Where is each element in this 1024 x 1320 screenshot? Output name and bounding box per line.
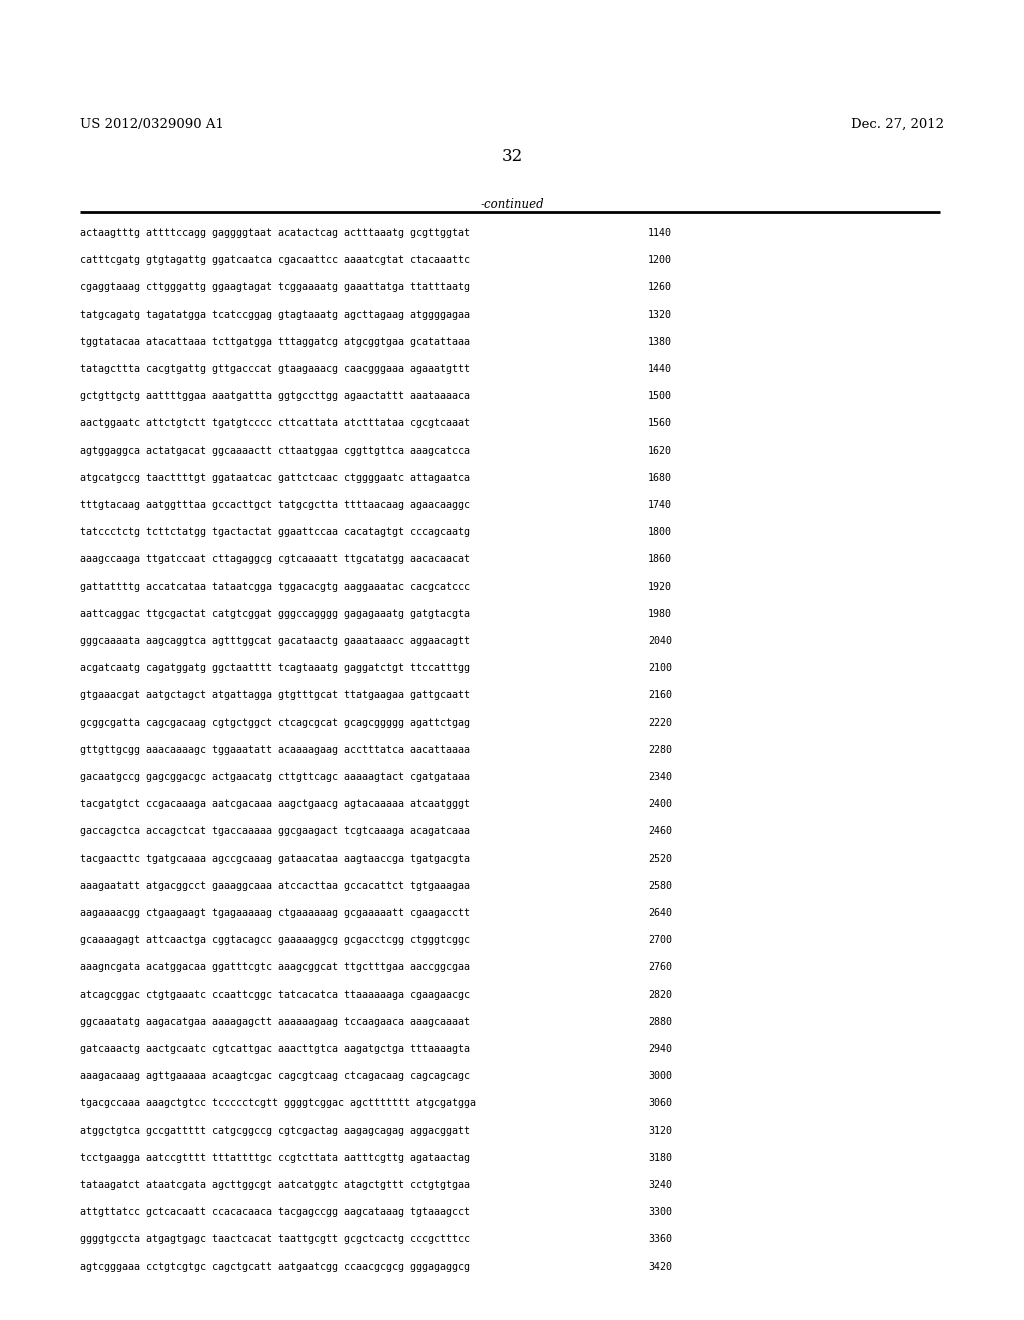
- Text: 2640: 2640: [648, 908, 672, 917]
- Text: 1680: 1680: [648, 473, 672, 483]
- Text: tataagatct ataatcgata agcttggcgt aatcatggtc atagctgttt cctgtgtgaa: tataagatct ataatcgata agcttggcgt aatcatg…: [80, 1180, 470, 1191]
- Text: gggcaaaata aagcaggtca agtttggcat gacataactg gaaataaacc aggaacagtt: gggcaaaata aagcaggtca agtttggcat gacataa…: [80, 636, 470, 645]
- Text: 1260: 1260: [648, 282, 672, 293]
- Text: 3360: 3360: [648, 1234, 672, 1245]
- Text: gtgaaacgat aatgctagct atgattagga gtgtttgcat ttatgaagaa gattgcaatt: gtgaaacgat aatgctagct atgattagga gtgtttg…: [80, 690, 470, 701]
- Text: tttgtacaag aatggtttaa gccacttgct tatgcgctta ttttaacaag agaacaaggc: tttgtacaag aatggtttaa gccacttgct tatgcgc…: [80, 500, 470, 510]
- Text: atgcatgccg taacttttgt ggataatcac gattctcaac ctggggaatc attagaatca: atgcatgccg taacttttgt ggataatcac gattctc…: [80, 473, 470, 483]
- Text: catttcgatg gtgtagattg ggatcaatca cgacaattcc aaaatcgtat ctacaaattc: catttcgatg gtgtagattg ggatcaatca cgacaat…: [80, 255, 470, 265]
- Text: 32: 32: [502, 148, 522, 165]
- Text: 1620: 1620: [648, 446, 672, 455]
- Text: Dec. 27, 2012: Dec. 27, 2012: [851, 117, 944, 131]
- Text: 3120: 3120: [648, 1126, 672, 1135]
- Text: gttgttgcgg aaacaaaagc tggaaatatt acaaaagaag acctttatca aacattaaaa: gttgttgcgg aaacaaaagc tggaaatatt acaaaag…: [80, 744, 470, 755]
- Text: 2340: 2340: [648, 772, 672, 781]
- Text: agtcgggaaa cctgtcgtgc cagctgcatt aatgaatcgg ccaacgcgcg gggagaggcg: agtcgggaaa cctgtcgtgc cagctgcatt aatgaat…: [80, 1262, 470, 1271]
- Text: 3240: 3240: [648, 1180, 672, 1191]
- Text: atcagcggac ctgtgaaatc ccaattcggc tatcacatca ttaaaaaaga cgaagaacgc: atcagcggac ctgtgaaatc ccaattcggc tatcaca…: [80, 990, 470, 999]
- Text: gctgttgctg aattttggaa aaatgattta ggtgccttgg agaactattt aaataaaaca: gctgttgctg aattttggaa aaatgattta ggtgcct…: [80, 391, 470, 401]
- Text: 1440: 1440: [648, 364, 672, 374]
- Text: tatgcagatg tagatatgga tcatccggag gtagtaaatg agcttagaag atggggagaa: tatgcagatg tagatatgga tcatccggag gtagtaa…: [80, 310, 470, 319]
- Text: tatccctctg tcttctatgg tgactactat ggaattccaa cacatagtgt cccagcaatg: tatccctctg tcttctatgg tgactactat ggaattc…: [80, 527, 470, 537]
- Text: 1380: 1380: [648, 337, 672, 347]
- Text: aagaaaacgg ctgaagaagt tgagaaaaag ctgaaaaaag gcgaaaaatt cgaagacctt: aagaaaacgg ctgaagaagt tgagaaaaag ctgaaaa…: [80, 908, 470, 917]
- Text: 2400: 2400: [648, 799, 672, 809]
- Text: ggggtgccta atgagtgagc taactcacat taattgcgtt gcgctcactg cccgctttcc: ggggtgccta atgagtgagc taactcacat taattgc…: [80, 1234, 470, 1245]
- Text: gatcaaactg aactgcaatc cgtcattgac aaacttgtca aagatgctga tttaaaagta: gatcaaactg aactgcaatc cgtcattgac aaacttg…: [80, 1044, 470, 1053]
- Text: 1500: 1500: [648, 391, 672, 401]
- Text: 1140: 1140: [648, 228, 672, 238]
- Text: tacgatgtct ccgacaaaga aatcgacaaa aagctgaacg agtacaaaaa atcaatgggt: tacgatgtct ccgacaaaga aatcgacaaa aagctga…: [80, 799, 470, 809]
- Text: cgaggtaaag cttgggattg ggaagtagat tcggaaaatg gaaattatga ttatttaatg: cgaggtaaag cttgggattg ggaagtagat tcggaaa…: [80, 282, 470, 293]
- Text: tggtatacaa atacattaaa tcttgatgga tttaggatcg atgcggtgaa gcatattaaa: tggtatacaa atacattaaa tcttgatgga tttagga…: [80, 337, 470, 347]
- Text: 2460: 2460: [648, 826, 672, 837]
- Text: tcctgaagga aatccgtttt tttattttgc ccgtcttata aatttcgttg agataactag: tcctgaagga aatccgtttt tttattttgc ccgtctt…: [80, 1152, 470, 1163]
- Text: 2940: 2940: [648, 1044, 672, 1053]
- Text: 3180: 3180: [648, 1152, 672, 1163]
- Text: gaccagctca accagctcat tgaccaaaaa ggcgaagact tcgtcaaaga acagatcaaa: gaccagctca accagctcat tgaccaaaaa ggcgaag…: [80, 826, 470, 837]
- Text: 2820: 2820: [648, 990, 672, 999]
- Text: 2220: 2220: [648, 718, 672, 727]
- Text: aaagacaaag agttgaaaaa acaagtcgac cagcgtcaag ctcagacaag cagcagcagc: aaagacaaag agttgaaaaa acaagtcgac cagcgtc…: [80, 1072, 470, 1081]
- Text: 1800: 1800: [648, 527, 672, 537]
- Text: 3300: 3300: [648, 1208, 672, 1217]
- Text: 3420: 3420: [648, 1262, 672, 1271]
- Text: actaagtttg attttccagg gaggggtaat acatactcag actttaaatg gcgttggtat: actaagtttg attttccagg gaggggtaat acatact…: [80, 228, 470, 238]
- Text: 3060: 3060: [648, 1098, 672, 1109]
- Text: 1200: 1200: [648, 255, 672, 265]
- Text: -continued: -continued: [480, 198, 544, 211]
- Text: 2160: 2160: [648, 690, 672, 701]
- Text: tgacgccaaa aaagctgtcc tccccctcgtt ggggtcggac agcttttttt atgcgatgga: tgacgccaaa aaagctgtcc tccccctcgtt ggggtc…: [80, 1098, 476, 1109]
- Text: US 2012/0329090 A1: US 2012/0329090 A1: [80, 117, 224, 131]
- Text: attgttatcc gctcacaatt ccacacaaca tacgagccgg aagcataaag tgtaaagcct: attgttatcc gctcacaatt ccacacaaca tacgagc…: [80, 1208, 470, 1217]
- Text: acgatcaatg cagatggatg ggctaatttt tcagtaaatg gaggatctgt ttccatttgg: acgatcaatg cagatggatg ggctaatttt tcagtaa…: [80, 663, 470, 673]
- Text: gcggcgatta cagcgacaag cgtgctggct ctcagcgcat gcagcggggg agattctgag: gcggcgatta cagcgacaag cgtgctggct ctcagcg…: [80, 718, 470, 727]
- Text: gacaatgccg gagcggacgc actgaacatg cttgttcagc aaaaagtact cgatgataaa: gacaatgccg gagcggacgc actgaacatg cttgttc…: [80, 772, 470, 781]
- Text: 2520: 2520: [648, 854, 672, 863]
- Text: 1740: 1740: [648, 500, 672, 510]
- Text: tatagcttta cacgtgattg gttgacccat gtaagaaacg caacgggaaa agaaatgttt: tatagcttta cacgtgattg gttgacccat gtaagaa…: [80, 364, 470, 374]
- Text: 3000: 3000: [648, 1072, 672, 1081]
- Text: 2040: 2040: [648, 636, 672, 645]
- Text: 1860: 1860: [648, 554, 672, 565]
- Text: ggcaaatatg aagacatgaa aaaagagctt aaaaaagaag tccaagaaca aaagcaaaat: ggcaaatatg aagacatgaa aaaagagctt aaaaaag…: [80, 1016, 470, 1027]
- Text: aaagaatatt atgacggcct gaaaggcaaa atccacttaa gccacattct tgtgaaagaa: aaagaatatt atgacggcct gaaaggcaaa atccact…: [80, 880, 470, 891]
- Text: 1920: 1920: [648, 582, 672, 591]
- Text: gattattttg accatcataa tataatcgga tggacacgtg aaggaaatac cacgcatccc: gattattttg accatcataa tataatcgga tggacac…: [80, 582, 470, 591]
- Text: 2580: 2580: [648, 880, 672, 891]
- Text: agtggaggca actatgacat ggcaaaactt cttaatggaa cggttgttca aaagcatcca: agtggaggca actatgacat ggcaaaactt cttaatg…: [80, 446, 470, 455]
- Text: 2280: 2280: [648, 744, 672, 755]
- Text: atggctgtca gccgattttt catgcggccg cgtcgactag aagagcagag aggacggatt: atggctgtca gccgattttt catgcggccg cgtcgac…: [80, 1126, 470, 1135]
- Text: aaagncgata acatggacaa ggatttcgtc aaagcggcat ttgctttgaa aaccggcgaa: aaagncgata acatggacaa ggatttcgtc aaagcgg…: [80, 962, 470, 973]
- Text: aaagccaaga ttgatccaat cttagaggcg cgtcaaaatt ttgcatatgg aacacaacat: aaagccaaga ttgatccaat cttagaggcg cgtcaaa…: [80, 554, 470, 565]
- Text: 2700: 2700: [648, 935, 672, 945]
- Text: 1560: 1560: [648, 418, 672, 429]
- Text: 2100: 2100: [648, 663, 672, 673]
- Text: 2760: 2760: [648, 962, 672, 973]
- Text: aattcaggac ttgcgactat catgtcggat gggccagggg gagagaaatg gatgtacgta: aattcaggac ttgcgactat catgtcggat gggccag…: [80, 609, 470, 619]
- Text: 1980: 1980: [648, 609, 672, 619]
- Text: 1320: 1320: [648, 310, 672, 319]
- Text: 2880: 2880: [648, 1016, 672, 1027]
- Text: tacgaacttc tgatgcaaaa agccgcaaag gataacataa aagtaaccga tgatgacgta: tacgaacttc tgatgcaaaa agccgcaaag gataaca…: [80, 854, 470, 863]
- Text: gcaaaagagt attcaactga cggtacagcc gaaaaaggcg gcgacctcgg ctgggtcggc: gcaaaagagt attcaactga cggtacagcc gaaaaag…: [80, 935, 470, 945]
- Text: aactggaatc attctgtctt tgatgtcccc cttcattata atctttataa cgcgtcaaat: aactggaatc attctgtctt tgatgtcccc cttcatt…: [80, 418, 470, 429]
